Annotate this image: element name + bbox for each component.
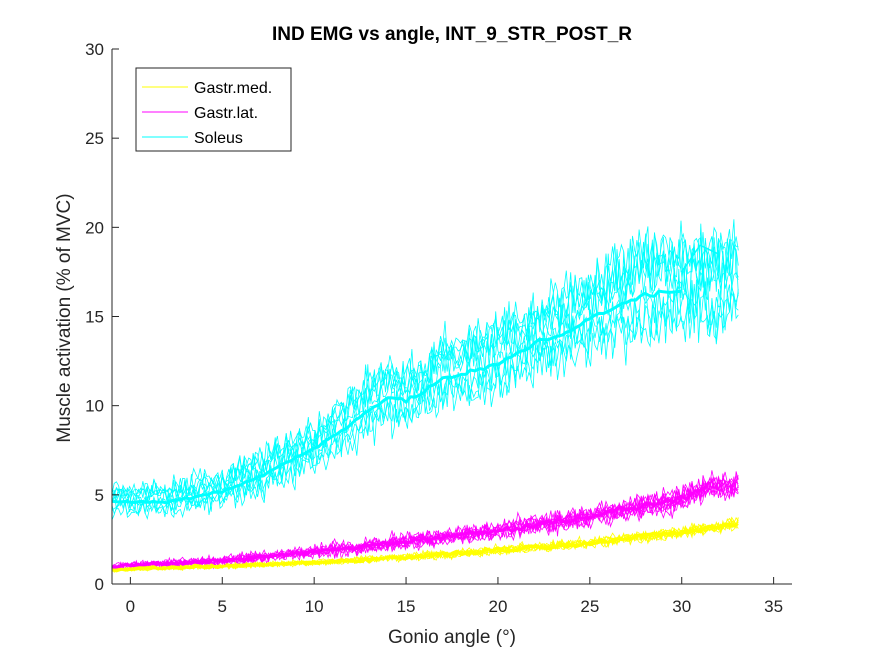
y-tick-label: 25 — [85, 129, 104, 148]
y-tick-label: 5 — [95, 486, 104, 505]
x-axis-label: Gonio angle (°) — [388, 627, 516, 648]
series-soleus-trials — [112, 219, 739, 521]
y-tick-label: 30 — [85, 40, 104, 59]
x-tick-label: 25 — [580, 597, 599, 616]
chart-title: IND EMG vs angle, INT_9_STR_POST_R — [272, 24, 632, 45]
legend: Gastr.med. Gastr.lat. Soleus — [135, 67, 292, 152]
mean-line-gastr-lat — [112, 480, 711, 569]
trial-line-soleus — [112, 268, 739, 519]
legend-label-gastr-lat: Gastr.lat. — [194, 105, 258, 122]
axes-layer: 0 5 10 15 20 25 30 35 0 5 10 15 20 25 30 — [85, 40, 792, 616]
trial-line-soleus — [112, 223, 739, 504]
x-tick-label: 0 — [126, 597, 135, 616]
x-tick-label: 20 — [488, 597, 507, 616]
y-tick-label: 15 — [85, 308, 104, 327]
x-tick-label: 30 — [672, 597, 691, 616]
x-tick-label: 10 — [305, 597, 324, 616]
y-tick-label: 20 — [85, 218, 104, 237]
legend-label-soleus: Soleus — [194, 130, 243, 147]
y-axis-label: Muscle activation (% of MVC) — [54, 193, 75, 442]
y-tick-label: 10 — [85, 397, 104, 416]
x-tick-label: 15 — [397, 597, 416, 616]
y-tick-label: 0 — [95, 575, 104, 594]
trial-line-soleus — [112, 232, 739, 509]
mean-line-soleus — [112, 289, 682, 505]
series-layer — [112, 219, 739, 574]
mean-line-gastr-med — [112, 522, 738, 573]
legend-label-gastr-med: Gastr.med. — [194, 80, 272, 97]
x-tick-label: 35 — [764, 597, 783, 616]
x-tick-label: 5 — [218, 597, 227, 616]
mean-extension-soleus — [681, 244, 719, 273]
trial-line-soleus — [112, 264, 739, 512]
plot-area: 0 5 10 15 20 25 30 35 0 5 10 15 20 25 30 — [85, 40, 792, 616]
